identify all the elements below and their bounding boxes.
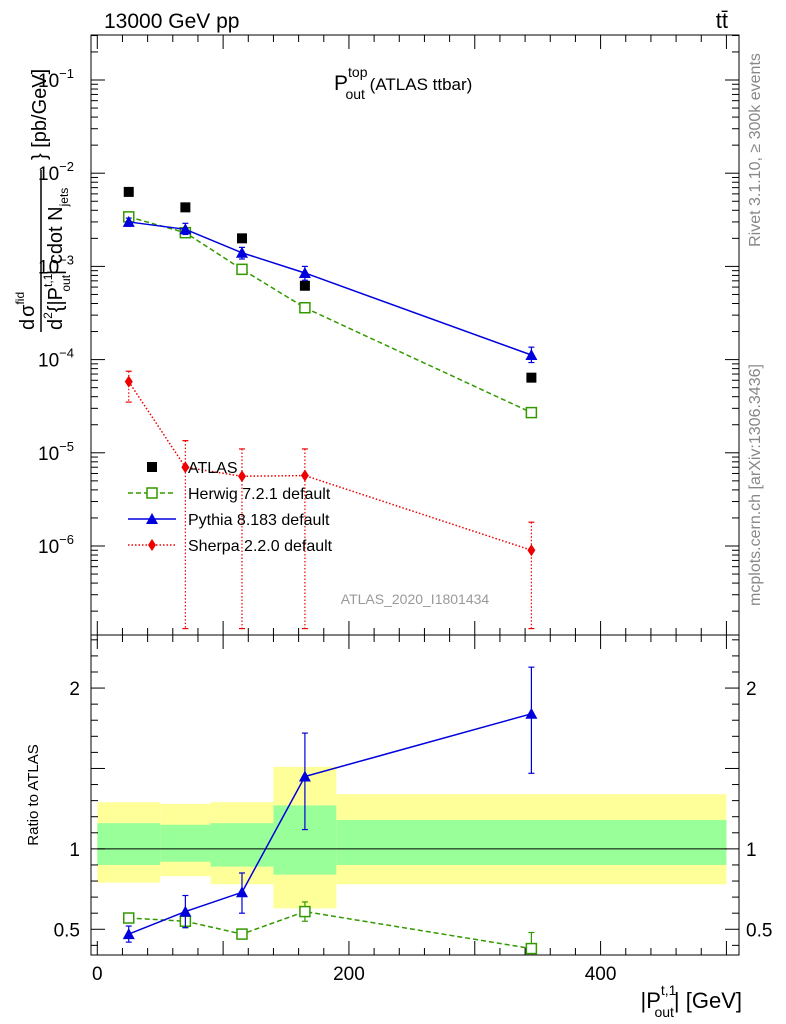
ratio-band-inner bbox=[336, 819, 727, 865]
ylabel-denominator: d2{|Pt,1 out| cdot Njets bbox=[41, 188, 73, 330]
title-sup: top bbox=[348, 64, 368, 80]
ratio-point-herwig bbox=[525, 942, 538, 955]
header-process: tt̄ bbox=[716, 8, 728, 33]
legend-label-sherpa: Sherpa 2.2.0 default bbox=[188, 538, 333, 555]
legend: ATLAS Herwig 7.2.1 default Pythia 8.183 … bbox=[128, 460, 333, 555]
ratio-ytick-label-left: 2 bbox=[69, 679, 80, 700]
ratio-xtick-label: 400 bbox=[585, 964, 617, 985]
main-ytick-label: 10−1 bbox=[38, 66, 74, 92]
ratio-point-pythia bbox=[122, 928, 135, 940]
main-point-herwig bbox=[525, 406, 538, 419]
ratio-point-pythia bbox=[298, 770, 311, 782]
main-plot-marks bbox=[122, 186, 538, 630]
title-sub: out bbox=[345, 86, 365, 102]
ratio-ytick-label-right: 2 bbox=[746, 679, 757, 700]
main-point-sherpa bbox=[300, 469, 309, 482]
main-ytick-label: 10−2 bbox=[38, 159, 74, 185]
main-title: Ptop out (ATLAS ttbar) bbox=[334, 64, 472, 102]
main-point-sherpa bbox=[181, 461, 190, 474]
ylabel-numerator: dσfid bbox=[13, 292, 39, 330]
legend-label-atlas: ATLAS bbox=[188, 460, 238, 477]
ratio-band-inner bbox=[97, 823, 161, 865]
ratio-ytick-label-right: 0.5 bbox=[746, 920, 772, 941]
ylabel-units: } [pb/GeV] bbox=[29, 69, 51, 160]
legend-marker-atlas bbox=[147, 462, 157, 472]
ratio-point-herwig bbox=[299, 905, 311, 918]
main-point-pythia bbox=[179, 223, 192, 235]
analysis-tag: ATLAS_2020_I1801434 bbox=[341, 591, 490, 607]
side-label-rivet: Rivet 3.1.10, ≥ 300k events bbox=[747, 53, 764, 247]
ratio-frame bbox=[90, 634, 740, 956]
ratio-point-pythia bbox=[235, 886, 248, 898]
header-energy: 13000 GeV pp bbox=[104, 10, 239, 33]
side-label-mcplots: mcplots.cern.ch [arXiv:1306.3436] bbox=[747, 364, 764, 606]
main-point-atlas bbox=[236, 233, 247, 244]
main-ytick-label: 10−5 bbox=[38, 439, 74, 465]
main-line-herwig bbox=[128, 216, 532, 414]
legend-marker-herwig bbox=[146, 487, 158, 499]
ratio-ytick-label-right: 1 bbox=[746, 840, 757, 861]
main-point-atlas bbox=[180, 202, 191, 213]
legend-entry-herwig: Herwig 7.2.1 default bbox=[128, 486, 331, 503]
main-y-axis: 10−6 10−5 10−4 10−3 10−2 10−1 bbox=[38, 35, 739, 612]
legend-entry-pythia: Pythia 8.183 default bbox=[128, 512, 330, 529]
legend-label-herwig: Herwig 7.2.1 default bbox=[188, 486, 331, 503]
ratio-xtick-label: 200 bbox=[333, 964, 365, 985]
ratio-xtick-label: 0 bbox=[92, 964, 103, 985]
main-point-atlas bbox=[526, 372, 537, 383]
ratio-point-pythia bbox=[525, 707, 538, 719]
main-point-pythia bbox=[235, 246, 248, 258]
ratio-band-inner bbox=[210, 823, 274, 867]
main-ytick-label: 10−3 bbox=[38, 252, 74, 278]
main-line-pythia bbox=[128, 221, 532, 356]
main-point-herwig bbox=[236, 263, 248, 276]
title-base: P bbox=[334, 72, 348, 95]
legend-marker-sherpa bbox=[148, 539, 156, 551]
ratio-band-inner bbox=[160, 824, 211, 862]
main-point-pythia bbox=[525, 349, 538, 361]
legend-marker-pythia bbox=[146, 513, 158, 524]
main-point-pythia bbox=[298, 266, 311, 278]
main-ylabel: dσfid d2{|Pt,1 out| cdot Njets } [pb/GeV] bbox=[13, 69, 73, 332]
main-ytick-label: 10−6 bbox=[38, 532, 74, 558]
ratio-ytick-label-left: 0.5 bbox=[54, 920, 80, 941]
ratio-point-herwig bbox=[236, 928, 248, 940]
legend-label-pythia: Pythia 8.183 default bbox=[188, 512, 330, 529]
title-suffix: (ATLAS ttbar) bbox=[365, 75, 472, 94]
ratio-x-axis: 0 200 400 bbox=[92, 635, 727, 985]
main-panel: 10−6 10−5 10−4 10−3 10−2 10−1 Ptop out (ATLAS … bbox=[13, 34, 740, 636]
main-point-herwig bbox=[299, 302, 311, 314]
legend-entry-sherpa: Sherpa 2.2.0 default bbox=[128, 538, 333, 555]
main-ytick-label: 10−4 bbox=[38, 346, 74, 372]
ratio-y-axis: 0.5 0.5 1 1 2 2 bbox=[54, 639, 772, 946]
main-point-sherpa bbox=[124, 375, 133, 388]
main-point-sherpa bbox=[237, 470, 246, 483]
ratio-ytick-label-left: 1 bbox=[69, 840, 80, 861]
legend-entry-atlas: ATLAS bbox=[147, 460, 238, 477]
ratio-point-herwig bbox=[122, 912, 135, 924]
main-x-ticks bbox=[96, 35, 727, 635]
main-line-sherpa bbox=[128, 381, 532, 551]
main-point-atlas bbox=[123, 186, 134, 197]
main-point-sherpa bbox=[527, 544, 536, 557]
ratio-ylabel: Ratio to ATLAS bbox=[25, 744, 42, 845]
ratio-plot-marks bbox=[97, 666, 727, 955]
main-point-pythia bbox=[122, 215, 135, 227]
ratio-xlabel: |Pt,1 out| [GeV] bbox=[640, 982, 742, 1020]
ratio-point-pythia bbox=[179, 905, 192, 917]
main-point-atlas bbox=[299, 280, 310, 291]
ratio-panel: 0.5 0.5 1 1 2 2 0 200 400 Ratio to ATLAS |Pt,1 o… bbox=[25, 634, 772, 1020]
